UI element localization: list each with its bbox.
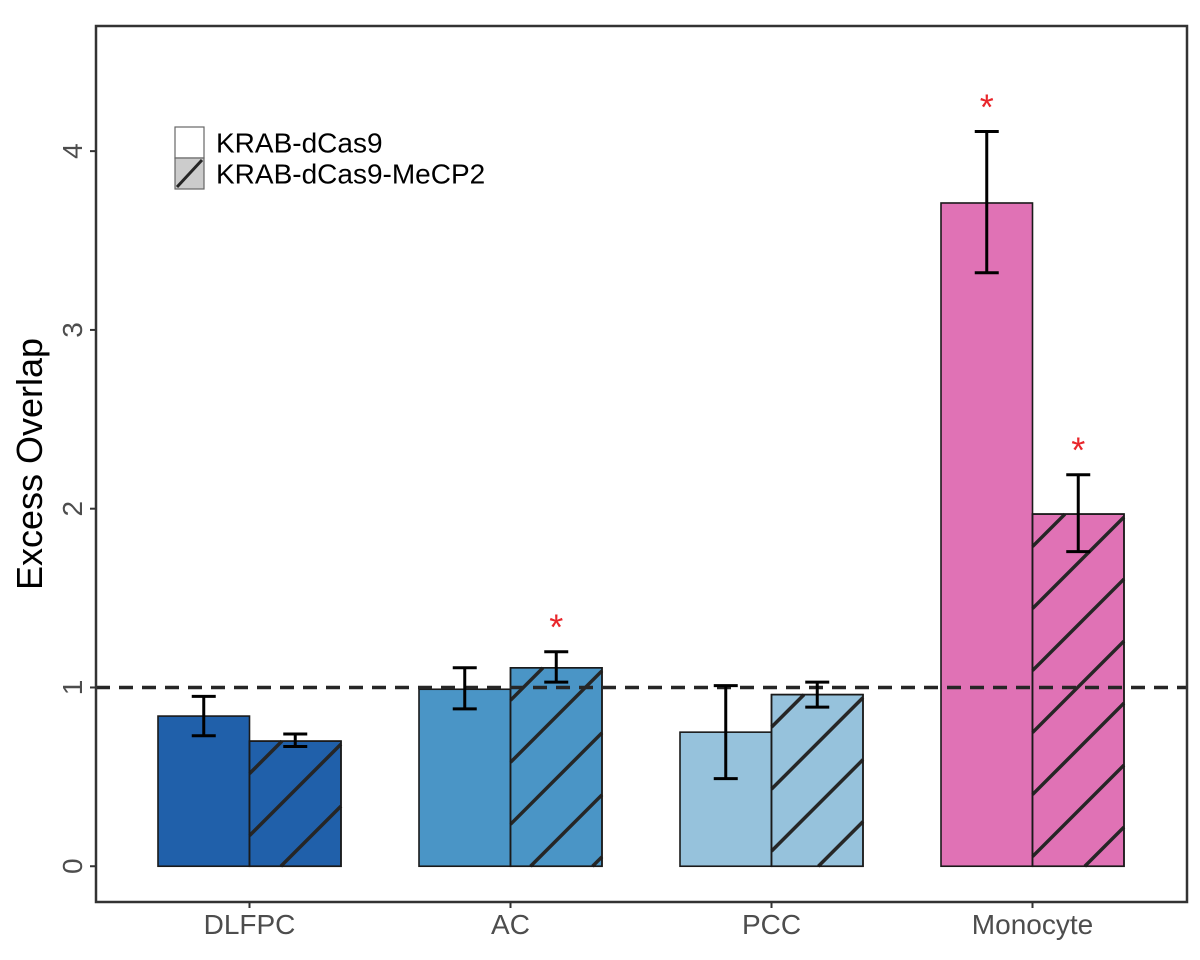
y-tick-label: 4: [57, 143, 88, 159]
bar-hatch-line: [591, 855, 604, 868]
bar-hatch-line: [1031, 512, 1067, 548]
error-bar-layer: [191, 129, 1091, 781]
y-tick-label: 0: [57, 858, 88, 874]
bar-ac-krab-dcas9-mecp2: [509, 667, 603, 868]
bar-monocyte-krab-dcas9-mecp2: [1031, 513, 1125, 868]
bar-hatch-line: [1031, 577, 1126, 672]
x-axis: DLFPC AC PCC Monocyte: [204, 902, 1093, 940]
bar-hatch-line: [1031, 515, 1126, 610]
y-tick-label: 2: [57, 501, 88, 517]
bar-hatch-line: [509, 666, 545, 702]
y-tick-label: 3: [57, 322, 88, 338]
legend-label: KRAB-dCas9-MeCP2: [216, 159, 485, 190]
bar-hatch-line: [529, 793, 604, 868]
x-tick-label-ac: AC: [491, 909, 530, 940]
bar-hatch-line: [1031, 701, 1126, 796]
bar-hatch-line: [509, 731, 604, 826]
significance-star: *: [1071, 430, 1085, 471]
x-tick-label-monocyte: Monocyte: [972, 909, 1093, 940]
bar-hatch-line: [1031, 639, 1126, 734]
y-tick-label: 1: [57, 680, 88, 696]
significance-star: *: [549, 607, 563, 648]
bar-monocyte-krab-dcas9: [940, 202, 1034, 868]
bar-hatch-line: [279, 804, 343, 868]
plot-border: [94, 24, 1189, 904]
legend-label: KRAB-dCas9: [216, 128, 383, 159]
bar-hatch-line: [770, 758, 865, 853]
legend-key-solid: [174, 126, 205, 159]
significance-star: *: [980, 86, 994, 127]
bars-layer: [157, 202, 1126, 868]
bar-dlfpc-krab-dcas9: [157, 715, 251, 868]
y-axis-title: Excess Overlap: [9, 338, 50, 590]
bar-hatch-line: [770, 693, 806, 729]
bar-ac-krab-dcas9: [418, 688, 512, 868]
bar-hatch-line: [817, 820, 865, 868]
bar-pcc-krab-dcas9-mecp2: [770, 693, 864, 868]
x-tick-label-dlfpc: DLFPC: [204, 909, 296, 940]
bar-hatch-line: [1031, 763, 1126, 858]
significance-layer: * * *: [549, 86, 1085, 647]
legend-key-hatch-line: [175, 158, 204, 189]
bar-hatch-line: [248, 742, 343, 837]
y-axis: 0 1 2 3 4: [57, 143, 96, 874]
x-tick-label-pcc: PCC: [742, 909, 801, 940]
bar-hatch-line: [1083, 825, 1126, 868]
bar-hatch-line: [248, 739, 284, 775]
bar-hatch-line: [770, 696, 865, 791]
